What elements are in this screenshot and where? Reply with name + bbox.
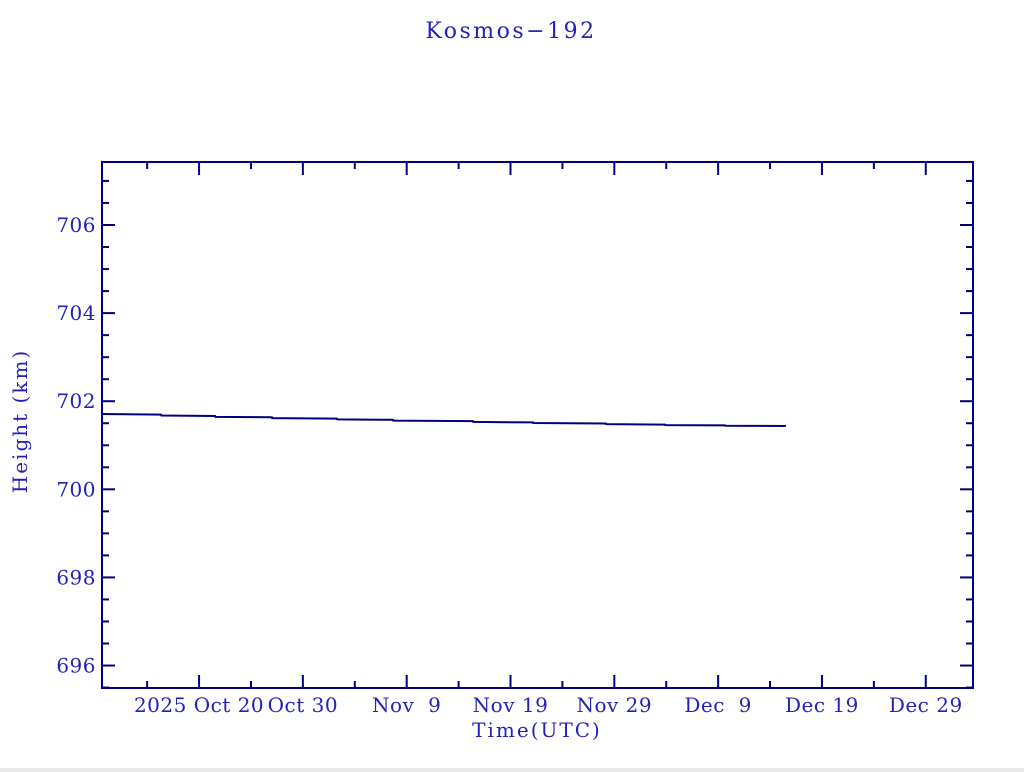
x-tick-label: Dec 29 bbox=[889, 693, 963, 717]
x-tick-label: Oct 30 bbox=[268, 693, 338, 717]
plot-border bbox=[101, 161, 974, 689]
y-axis-title: Height (km) bbox=[8, 349, 32, 493]
y-tick-label: 698 bbox=[56, 565, 96, 589]
height-data-line bbox=[101, 413, 786, 427]
chart-title: Kosmos−192 bbox=[425, 19, 596, 44]
x-tick-label: Nov 9 bbox=[372, 693, 441, 717]
x-tick-label: Dec 19 bbox=[785, 693, 859, 717]
y-axis-ticks bbox=[103, 179, 972, 689]
x-tick-label: Dec 9 bbox=[684, 693, 752, 717]
x-tick-label: Nov 29 bbox=[576, 693, 652, 717]
y-tick-label: 700 bbox=[56, 477, 96, 501]
y-tick-label: 706 bbox=[56, 213, 96, 237]
x-tick-label: Nov 19 bbox=[473, 693, 549, 717]
y-axis-tick-labels: 696 698 700 702 704 706 bbox=[56, 213, 96, 678]
x-axis-title: Time(UTC) bbox=[472, 718, 602, 742]
x-axis-ticks bbox=[146, 163, 927, 687]
x-tick-label: 2025 Oct 20 bbox=[134, 693, 264, 717]
y-tick-label: 696 bbox=[56, 654, 96, 678]
x-axis-tick-labels: 2025 Oct 20 Oct 30 Nov 9 Nov 19 Nov 29 Dec 9 D… bbox=[134, 693, 963, 717]
y-tick-label: 702 bbox=[56, 389, 96, 413]
y-tick-label: 704 bbox=[56, 301, 96, 325]
